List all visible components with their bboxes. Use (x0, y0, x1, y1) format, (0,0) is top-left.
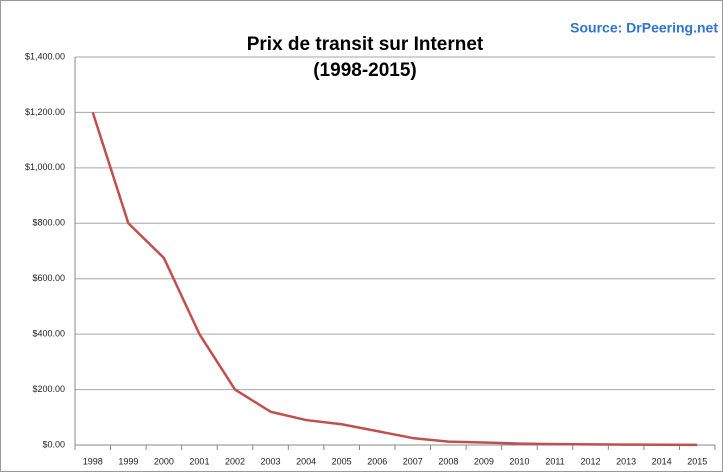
x-tick-label: 1999 (118, 456, 138, 466)
y-tick-label: $1,400.00 (25, 51, 65, 61)
x-tick-label: 2009 (474, 456, 494, 466)
y-tick-label: $200.00 (32, 384, 65, 394)
x-tick-label: 2000 (154, 456, 174, 466)
x-tick-label: 2006 (367, 456, 387, 466)
x-tick-label: 2005 (332, 456, 352, 466)
y-tick-label: $0.00 (42, 439, 65, 449)
x-tick-label: 1998 (83, 456, 103, 466)
x-tick-label: 2003 (261, 456, 281, 466)
x-tick-label: 2010 (509, 456, 529, 466)
x-tick-label: 2015 (687, 456, 707, 466)
data-line (91, 112, 698, 447)
y-tick-label: $1,200.00 (25, 107, 65, 117)
x-tick-label: 2008 (438, 456, 458, 466)
x-tick-label: 2011 (545, 456, 564, 466)
chart-subtitle: (1998-2015) (313, 60, 417, 81)
x-tick-label: 2012 (581, 456, 601, 466)
x-tick-label: 2004 (296, 456, 316, 466)
x-tick-label: 2013 (616, 456, 636, 466)
source-annotation: Source: DrPeering.net (570, 20, 718, 36)
y-tick-label: $600.00 (32, 273, 65, 283)
y-tick-label: $800.00 (32, 218, 65, 228)
x-tick-label: 2002 (225, 456, 245, 466)
x-tick-label: 2007 (403, 456, 423, 466)
y-tick-label: $400.00 (32, 329, 65, 339)
chart-title: Prix de transit sur Internet (247, 34, 484, 55)
x-tick-label: 2014 (652, 456, 672, 466)
x-tick-label: 2001 (189, 456, 209, 466)
y-tick-label: $1,000.00 (25, 162, 65, 172)
